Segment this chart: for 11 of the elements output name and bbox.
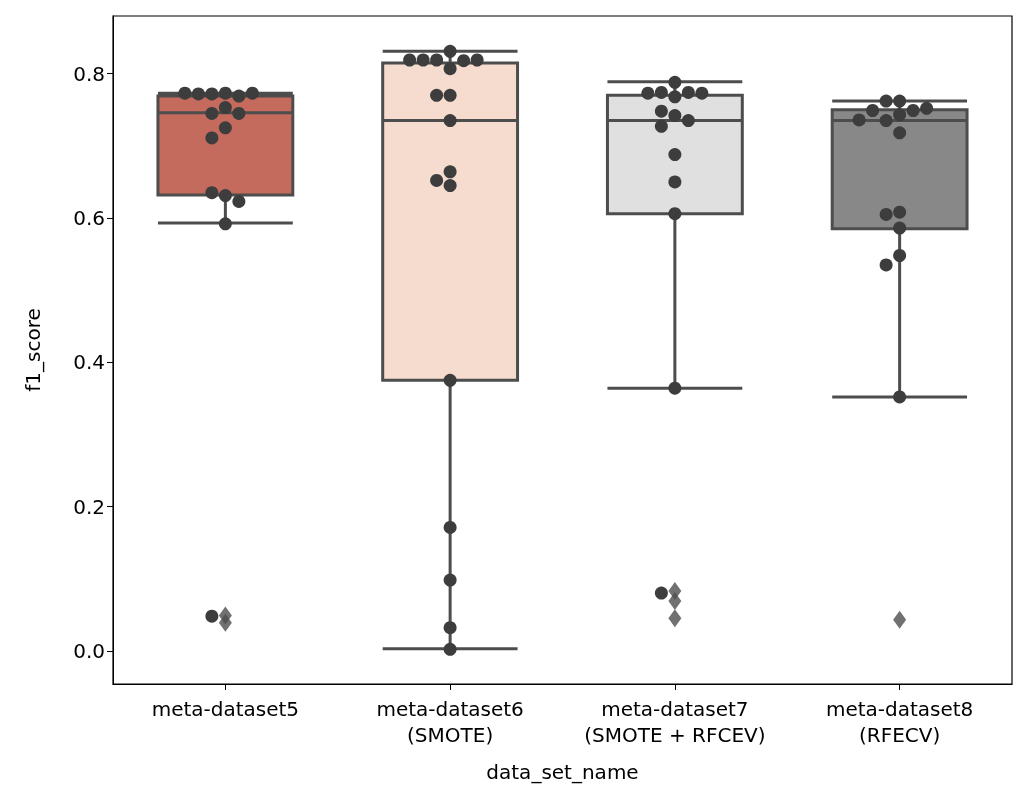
x-tick-label: meta-dataset8 (RFECV) [825,697,974,747]
y-tick-label: 0.6 [73,205,105,230]
x-tick-label: meta-dataset7 (SMOTE + RFCEV) [584,697,766,747]
y-tick-label: 0.4 [73,350,105,375]
y-axis-title: f1_score [21,308,45,392]
x-axis-title: data_set_name [486,760,639,784]
x-tick-label: meta-dataset5 [151,697,300,721]
x-tick-label: meta-dataset6 (SMOTE) [376,697,524,747]
y-tick-label: 0.8 [73,61,105,86]
y-tick-label: 0.0 [73,638,105,663]
y-tick-label: 0.2 [73,494,105,519]
